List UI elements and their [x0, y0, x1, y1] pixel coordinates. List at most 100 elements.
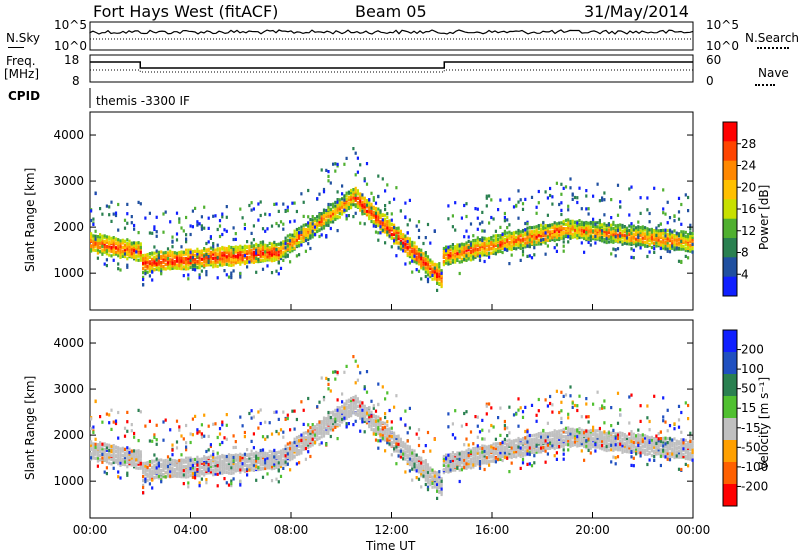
velocity-cell — [386, 438, 389, 442]
power-cell — [96, 238, 99, 242]
power-cell — [544, 241, 547, 245]
velocity-cell — [160, 480, 163, 484]
power-cell — [381, 177, 384, 181]
power-cell — [603, 191, 606, 195]
power-cell — [680, 230, 683, 234]
velocity-cell — [438, 475, 441, 479]
power-cell — [196, 255, 199, 259]
velocity-cell — [304, 447, 307, 451]
power-cell — [655, 240, 658, 244]
power-cell — [216, 276, 219, 280]
power-cell — [673, 240, 676, 244]
power-cell — [248, 251, 251, 255]
power-cell — [506, 242, 509, 246]
velocity-cell — [153, 433, 156, 437]
power-cell — [671, 230, 674, 234]
power-cell — [587, 233, 590, 237]
freq-tick-top: 18 — [64, 53, 80, 67]
power-cell — [402, 235, 405, 239]
power-cell — [155, 254, 158, 258]
power-cell — [92, 234, 95, 238]
power-cell — [388, 219, 391, 223]
power-cell — [603, 234, 606, 238]
power-cell — [135, 250, 138, 254]
power-cell — [456, 246, 459, 250]
power-cell — [580, 222, 583, 226]
velocity-cell — [384, 421, 387, 425]
velocity-cell — [237, 461, 240, 466]
power-cell — [196, 220, 199, 224]
power-cell — [395, 254, 398, 258]
power-cell — [289, 220, 292, 224]
power-cell — [212, 247, 215, 251]
power-cell — [99, 245, 102, 249]
velocity-cell — [291, 409, 294, 413]
velocity-cell — [255, 478, 258, 482]
velocity-cell — [155, 473, 158, 478]
velocity-cell — [110, 408, 113, 412]
power-cell — [555, 237, 558, 241]
velocity-cell — [365, 413, 369, 417]
power-cell — [503, 238, 506, 242]
power-cell — [605, 228, 608, 232]
velocity-cell — [304, 431, 307, 435]
power-cell — [485, 194, 488, 198]
power-cell — [252, 253, 255, 257]
power-cell — [476, 227, 479, 231]
power-cell — [668, 235, 672, 239]
velocity-cell — [300, 451, 303, 455]
power-cell — [261, 251, 265, 255]
velocity-cell — [438, 482, 441, 486]
velocity-cell — [178, 425, 181, 429]
velocity-cell — [189, 473, 192, 478]
power-cell — [426, 262, 430, 266]
power-cell — [135, 248, 138, 252]
power-cell — [153, 263, 156, 268]
power-cell — [377, 174, 380, 178]
velocity-cell — [322, 421, 326, 425]
power-cell — [320, 223, 323, 227]
power-cell — [325, 208, 328, 213]
velocity-cell — [327, 387, 330, 391]
power-cell — [203, 263, 206, 268]
velocity-cell — [191, 461, 194, 465]
power-cell — [524, 231, 527, 235]
power-cell — [110, 254, 113, 258]
velocity-cell — [318, 436, 321, 440]
power-cell — [221, 247, 224, 251]
velocity-cell — [311, 440, 314, 444]
power-cell — [144, 253, 147, 257]
power-cell — [101, 239, 104, 243]
velocity-cell — [311, 426, 314, 430]
power-cell — [436, 272, 439, 276]
power-cell — [569, 236, 572, 240]
velocity-cell — [110, 448, 113, 453]
velocity-cell — [293, 442, 296, 446]
velocity-cell — [153, 459, 156, 463]
velocity-cell — [399, 447, 402, 451]
power-cell — [110, 240, 113, 245]
power-cell — [648, 243, 651, 247]
power-cell — [390, 226, 393, 230]
power-cell — [105, 249, 108, 253]
velocity-cell — [420, 465, 423, 469]
velocity-cell — [336, 419, 339, 423]
velocity-cell — [128, 451, 131, 455]
power-cell — [662, 240, 665, 244]
power-cell — [616, 235, 620, 240]
velocity-cell — [352, 398, 355, 402]
velocity-cell — [343, 410, 346, 414]
velocity-cell — [105, 412, 108, 416]
velocity-cell — [313, 425, 317, 429]
velocity-cell — [214, 472, 217, 476]
power-cell — [517, 189, 520, 193]
velocity-cell — [372, 432, 375, 436]
power-cell — [578, 233, 581, 237]
power-cell — [454, 260, 457, 264]
velocity-cell — [164, 464, 167, 468]
velocity-cell — [223, 454, 226, 458]
power-cell — [623, 230, 626, 234]
velocity-cell — [216, 451, 219, 455]
power-cell — [650, 234, 653, 238]
power-cell — [133, 248, 136, 252]
